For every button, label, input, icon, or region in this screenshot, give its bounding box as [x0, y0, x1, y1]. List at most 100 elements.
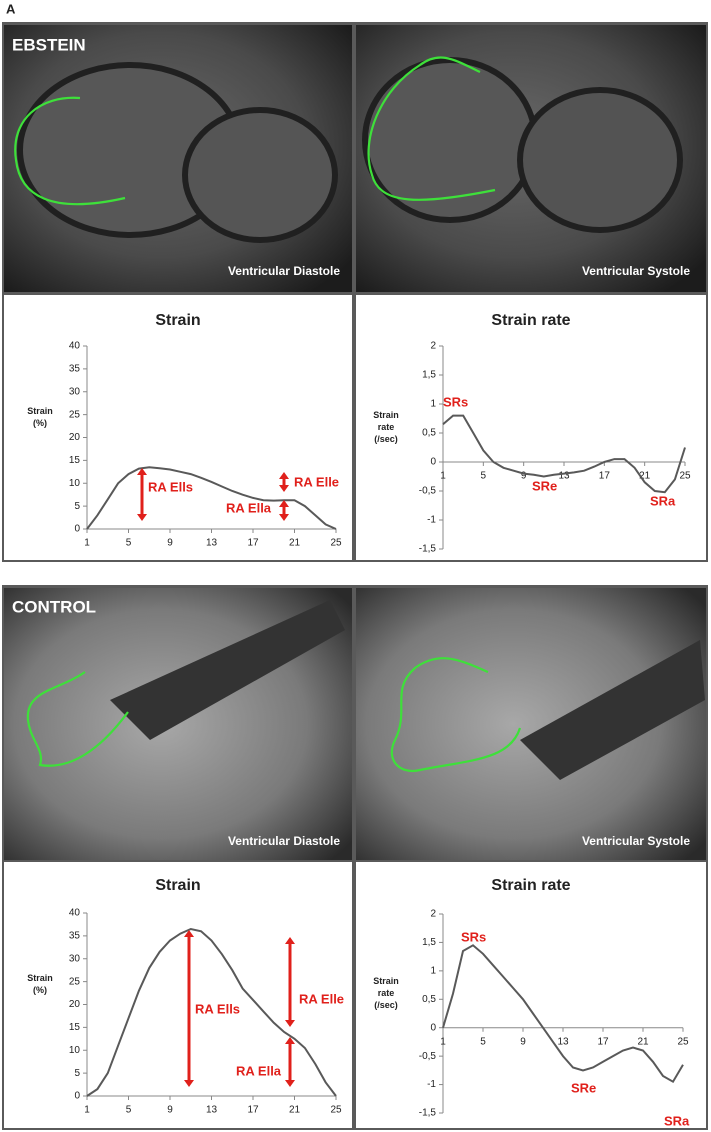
y-tick-label: 1: [430, 965, 436, 976]
chart-title: Strain rate: [491, 312, 570, 329]
x-tick-label: 21: [289, 538, 301, 549]
annotation: RA Elle: [299, 991, 344, 1006]
chart-title: Strain rate: [491, 877, 570, 894]
annotation: SRa: [664, 1113, 690, 1128]
x-tick-label: 17: [597, 1036, 609, 1047]
arrow-head: [184, 1080, 194, 1087]
y-tick-label: 1: [430, 399, 436, 410]
chart-panel: [356, 862, 706, 1128]
annotation: RA Ella: [236, 1063, 282, 1078]
x-tick-label: 5: [480, 1036, 486, 1047]
contour: [14, 96, 126, 206]
x-tick-label: 13: [558, 471, 570, 482]
y-tick-label: 5: [74, 501, 80, 512]
y-tick-label: 35: [69, 931, 81, 942]
y-tick-label: 10: [69, 478, 81, 489]
x-tick-label: 13: [206, 1105, 218, 1116]
chart-panel: [4, 862, 352, 1128]
x-tick-label: 25: [677, 1036, 689, 1047]
arrow-head: [285, 1080, 295, 1087]
y-tick-label: 30: [69, 953, 81, 964]
y-axis-label: Strain: [373, 976, 399, 986]
chart-panel: [4, 295, 352, 560]
y-tick-label: 15: [69, 455, 81, 466]
annotation: SRs: [461, 929, 486, 944]
arrow-head: [279, 485, 289, 492]
y-tick-label: -1: [427, 515, 436, 526]
y-tick-label: 10: [69, 1045, 81, 1056]
x-tick-label: 17: [247, 1105, 259, 1116]
x-tick-label: 9: [167, 538, 173, 549]
y-tick-label: 0: [74, 1091, 80, 1102]
annotation: SRs: [443, 394, 468, 409]
x-tick-label: 21: [639, 471, 651, 482]
x-tick-label: 5: [126, 538, 132, 549]
x-tick-label: 25: [330, 1105, 342, 1116]
heart-shape: [110, 600, 345, 740]
y-tick-label: 20: [69, 999, 81, 1010]
y-tick-label: 0: [74, 524, 80, 535]
x-tick-label: 5: [126, 1105, 132, 1116]
arrow-head: [279, 514, 289, 521]
y-tick-label: 35: [69, 364, 81, 375]
arrow-head: [279, 472, 289, 479]
x-tick-label: 17: [247, 538, 259, 549]
y-tick-label: 25: [69, 409, 81, 420]
group-name: EBSTEIN: [12, 35, 86, 54]
arrow-head: [279, 500, 289, 507]
y-axis-label: (/sec): [374, 1000, 398, 1010]
heart-shape: [520, 640, 705, 780]
annotation: SRa: [650, 493, 676, 508]
x-tick-label: 1: [440, 1036, 446, 1047]
arrow-head: [285, 1037, 295, 1044]
x-tick-label: 13: [206, 538, 218, 549]
contour: [26, 671, 129, 767]
arrow-head: [285, 937, 295, 944]
annotation: RA Ells: [148, 479, 193, 494]
y-tick-label: 5: [74, 1068, 80, 1079]
y-tick-label: 40: [69, 341, 81, 352]
y-tick-label: -0,5: [419, 486, 437, 497]
x-tick-label: 25: [330, 538, 342, 549]
y-axis-label: (%): [33, 985, 47, 995]
image-caption: Ventricular Systole: [582, 264, 690, 278]
chart-title: Strain: [155, 877, 200, 894]
y-tick-label: 30: [69, 386, 81, 397]
data-line: [442, 414, 686, 494]
y-tick-label: 1,5: [422, 937, 436, 948]
data-line: [86, 466, 337, 530]
annotation: SRe: [571, 1080, 596, 1095]
y-axis-label: rate: [378, 988, 395, 998]
image-caption: Ventricular Diastole: [228, 264, 340, 278]
heart-shape: [182, 107, 338, 243]
y-tick-label: 0,5: [422, 428, 436, 439]
x-tick-label: 1: [440, 471, 446, 482]
image-caption: Ventricular Diastole: [228, 834, 340, 848]
x-tick-label: 1: [84, 538, 90, 549]
panel-label: A: [6, 1, 16, 16]
image-caption: Ventricular Systole: [582, 834, 690, 848]
x-tick-label: 21: [289, 1105, 301, 1116]
annotation: RA Ella: [226, 500, 272, 515]
x-tick-label: 25: [679, 471, 691, 482]
y-tick-label: 2: [430, 341, 436, 352]
group-name: CONTROL: [12, 597, 96, 616]
y-tick-label: -1,5: [419, 544, 437, 555]
y-axis-label: (%): [33, 418, 47, 428]
x-tick-label: 1: [84, 1105, 90, 1116]
x-tick-label: 9: [521, 471, 527, 482]
arrow-head: [285, 1020, 295, 1027]
y-tick-label: 25: [69, 976, 81, 987]
y-axis-label: Strain: [373, 410, 399, 420]
chart-panel: [356, 295, 706, 560]
y-tick-label: -1: [427, 1079, 436, 1090]
x-tick-label: 21: [637, 1036, 649, 1047]
chart-title: Strain: [155, 312, 200, 329]
y-tick-label: 40: [69, 908, 81, 919]
y-tick-label: -0,5: [419, 1051, 437, 1062]
annotation: RA Ells: [195, 1001, 240, 1016]
y-tick-label: -1,5: [419, 1108, 437, 1119]
y-tick-label: 1,5: [422, 370, 436, 381]
